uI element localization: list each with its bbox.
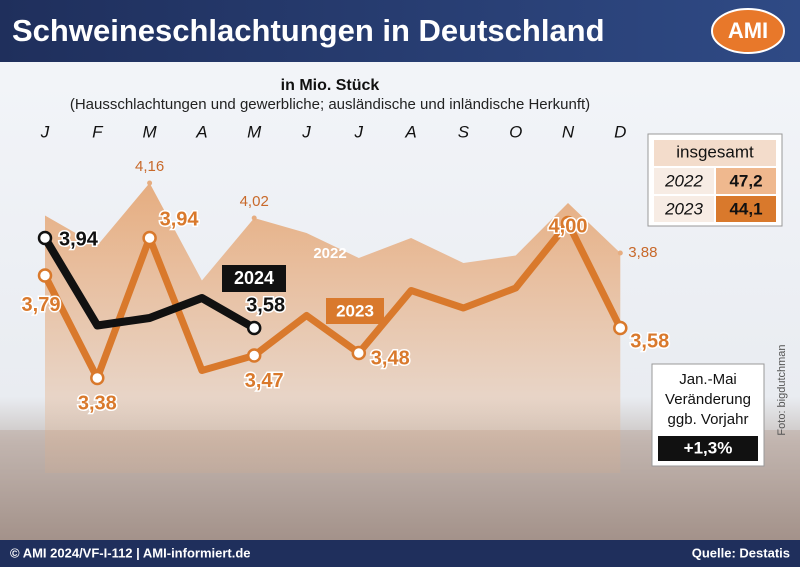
x-tick-label: J — [301, 122, 311, 141]
data-label: 4,02 — [240, 193, 269, 210]
change-title: Veränderung — [665, 391, 751, 408]
footer-right: Quelle: Destatis — [692, 545, 790, 560]
data-label: 3,94 — [59, 228, 99, 250]
series-label: 2024 — [234, 268, 274, 288]
totals-value: 47,2 — [729, 171, 762, 190]
point — [351, 345, 367, 361]
point — [37, 230, 53, 246]
x-tick-label: S — [458, 122, 470, 141]
x-tick-label: M — [247, 122, 262, 141]
data-label: 3,79 — [22, 294, 61, 316]
totals-year: 2023 — [664, 199, 703, 218]
data-label: 3,94 — [160, 208, 200, 230]
line-2023 — [41, 219, 624, 382]
series-label: 2022 — [313, 245, 346, 262]
series-badge — [222, 265, 286, 292]
point — [37, 268, 53, 283]
totals-year-bg — [654, 168, 714, 194]
totals-value-bg — [716, 168, 776, 194]
data-label: 3,58 — [630, 330, 669, 352]
x-tick-label: A — [195, 122, 207, 141]
area-2022 — [45, 183, 621, 473]
logo-badge — [711, 8, 785, 54]
header-bar — [0, 0, 800, 62]
point — [617, 250, 623, 256]
x-tick-label: J — [354, 122, 364, 141]
totals-header: insgesamt — [676, 142, 754, 161]
subtitle: in Mio. Stück — [281, 77, 380, 94]
x-tick-label: N — [562, 122, 575, 141]
change-title: Jan.-Mai — [679, 371, 737, 388]
x-tick-label: A — [404, 122, 416, 141]
series-badge — [326, 298, 384, 324]
data-label: 3,38 — [78, 392, 117, 414]
x-tick-label: D — [614, 122, 626, 141]
point — [147, 180, 153, 186]
line-2024 — [41, 235, 257, 332]
footer-bar — [0, 540, 800, 567]
x-tick-label: M — [143, 122, 158, 141]
totals-value-bg — [716, 196, 776, 222]
point — [246, 348, 262, 363]
footer-left: © AMI 2024/VF-I-112 | AMI-informiert.de — [10, 545, 251, 560]
photo-credit: Foto: bigdutchman — [776, 344, 788, 435]
data-label: 3,47 — [245, 370, 284, 392]
totals-value: 44,1 — [729, 199, 762, 218]
x-tick-label: F — [92, 122, 104, 141]
point — [246, 320, 262, 336]
data-label: 3,58 — [246, 294, 285, 316]
point — [90, 370, 105, 386]
x-tick-label: J — [40, 122, 50, 141]
point — [560, 215, 576, 231]
x-tick-label: O — [509, 122, 522, 141]
totals-header-bg — [654, 140, 776, 166]
change-title: ggb. Vorjahr — [668, 411, 749, 428]
totals-year: 2022 — [664, 171, 703, 190]
chart-title: Schweineschlachtungen in Deutschland — [12, 13, 605, 48]
point — [613, 320, 628, 336]
data-label: 4,00 — [549, 215, 588, 237]
data-label: 3,88 — [628, 244, 657, 261]
point — [251, 215, 257, 221]
data-label: 3,48 — [371, 347, 410, 369]
series-label: 2023 — [336, 301, 374, 320]
change-value-bg — [658, 436, 758, 461]
change-value: +1,3% — [684, 438, 733, 457]
data-label: 4,16 — [135, 158, 164, 175]
logo: AMI — [728, 18, 768, 43]
note: (Hausschlachtungen und gewerbliche; ausl… — [70, 96, 590, 113]
point — [142, 230, 157, 246]
totals-year-bg — [654, 196, 714, 222]
